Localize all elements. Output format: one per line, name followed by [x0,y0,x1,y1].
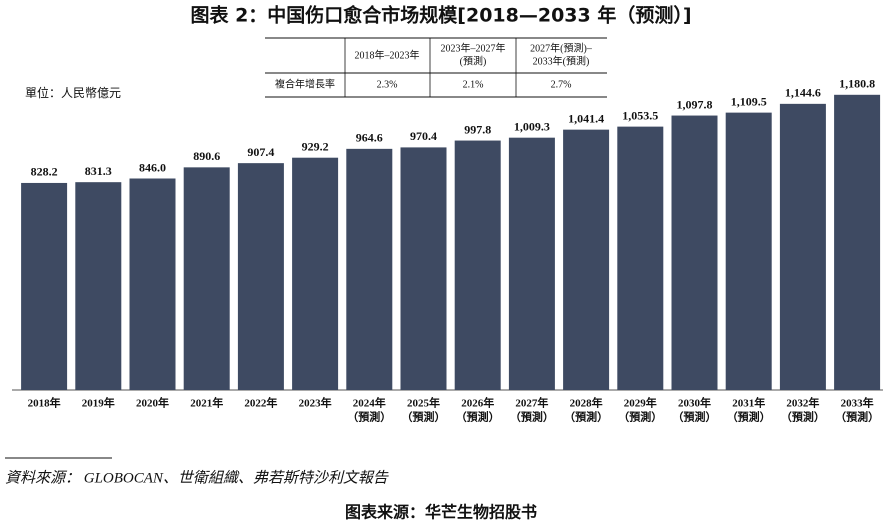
bar [400,147,447,390]
table-header: 2018年–2023年 [355,48,420,61]
x-tick-label: 2018年 [28,396,61,410]
x-tick-label: （預測） [402,410,446,424]
table-header: 2033年(預測) [533,54,590,67]
bar [779,103,826,390]
x-tick-label: （預測） [727,410,771,424]
x-tick-label: （預測） [835,410,879,424]
value-label: 831.3 [85,164,112,178]
unit-label: 單位：人民幣億元 [25,85,121,100]
value-label: 964.6 [356,131,383,145]
bar [21,182,68,390]
x-tick-label: 2028年 [570,396,603,410]
bar [508,137,555,390]
x-tick-label: 2021年 [190,396,223,410]
source-note: 資料來源： GLOBOCAN、世衛組織、弗若斯特沙利文報告 [5,469,389,486]
x-tick-label: 2024年 [353,396,386,410]
bar [129,178,176,390]
value-label: 828.2 [31,165,58,179]
x-tick-label: 2025年 [407,396,440,410]
x-tick-label: 2023年 [299,396,332,410]
value-label: 1,180.8 [839,77,875,91]
x-tick-label: 2029年 [624,396,657,410]
x-tick-label: 2019年 [82,396,115,410]
value-label: 890.6 [193,149,220,163]
chart-title: 图表 2：中国伤口愈合市场规模[2018—2033 年（预测）] [190,4,691,27]
x-tick-label: 2020年 [136,396,169,410]
footer: 图表来源：华芒生物招股书 [345,503,537,522]
table-header: 2027年(預測)– [530,41,593,54]
value-label: 846.0 [139,160,166,174]
value-label: 997.8 [464,122,491,136]
table-cell: 2.1% [463,79,484,90]
value-label: 970.4 [410,129,437,143]
x-tick-label: 2033年 [841,396,874,410]
x-tick-label: 2032年 [786,396,819,410]
x-tick-label: 2030年 [678,396,711,410]
value-label: 929.2 [302,139,329,153]
bar [725,112,772,390]
value-label: 1,041.4 [568,111,604,125]
bar [671,115,718,391]
value-label: 907.4 [247,145,274,159]
x-tick-label: 2026年 [461,396,494,410]
bar [454,140,501,390]
table-cell: 2.3% [377,79,398,90]
bar [834,94,881,391]
value-label: 1,109.5 [731,94,767,108]
bar [292,157,339,390]
x-tick-label: 2031年 [732,396,765,410]
x-tick-label: （預測） [347,410,391,424]
bar [617,126,664,390]
x-tick-label: （預測） [510,410,554,424]
bar [237,163,284,390]
x-tick-label: 2022年 [244,396,277,410]
x-tick-label: （預測） [456,410,500,424]
table-header: 2023年–2027年 [441,41,506,54]
x-tick-label: （預測） [673,410,717,424]
bar [75,182,122,390]
bar [563,129,610,390]
value-label: 1,009.3 [514,119,550,133]
table-cell: 2.7% [551,79,572,90]
x-tick-label: （預測） [781,410,825,424]
x-tick-label: 2027年 [515,396,548,410]
x-tick-label: （預測） [564,410,608,424]
bar [346,148,393,390]
value-label: 1,144.6 [785,86,821,100]
table-header: (預測) [460,54,487,67]
value-label: 1,053.5 [622,108,658,122]
x-tick-label: （預測） [618,410,662,424]
value-label: 1,097.8 [677,97,713,111]
table-row-label: 複合年增長率 [275,77,335,90]
bar [183,167,230,390]
